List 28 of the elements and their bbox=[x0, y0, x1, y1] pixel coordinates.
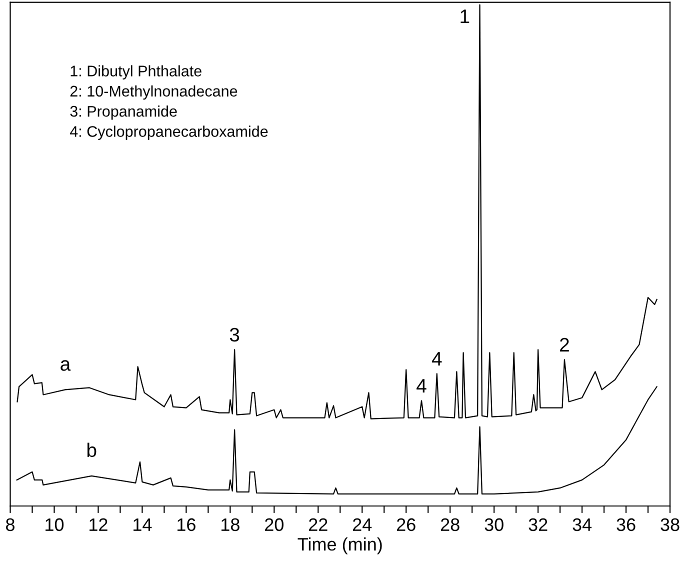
x-tick-label: 10 bbox=[46, 518, 64, 532]
annotation: 3: Propanamide bbox=[70, 106, 177, 120]
x-tick-label: 34 bbox=[572, 518, 592, 532]
annotation: 2 bbox=[560, 338, 569, 352]
x-tick-label: 16 bbox=[178, 518, 196, 532]
annotation: 4: Cyclopropanecarboxamide bbox=[70, 126, 268, 140]
annotation: 2: 10-Methylnonadecane bbox=[70, 85, 238, 100]
x-tick-label: 36 bbox=[616, 518, 636, 532]
x-tick-label: 24 bbox=[352, 518, 372, 531]
x-tick-label: 20 bbox=[265, 518, 284, 532]
x-tick-label: 30 bbox=[484, 518, 504, 532]
x-tick-label: 26 bbox=[396, 518, 416, 532]
annotation: 1: Dibutyl Phthalate bbox=[70, 65, 202, 80]
x-tick-label: 12 bbox=[90, 518, 108, 531]
x-tick-label: 8 bbox=[6, 518, 14, 532]
series-label: b bbox=[87, 442, 96, 458]
annotation: 3 bbox=[230, 328, 240, 342]
x-tick-label: 28 bbox=[440, 518, 460, 532]
x-axis-title: Time (min) bbox=[298, 537, 382, 554]
annotation: 4 bbox=[432, 352, 442, 366]
x-tick-label: 22 bbox=[309, 518, 328, 531]
x-tick-label: 32 bbox=[528, 518, 548, 532]
series-label: a bbox=[60, 360, 71, 371]
x-tick-label: 18 bbox=[222, 518, 240, 532]
x-tick-label: 38 bbox=[660, 518, 680, 532]
x-tick-label: 14 bbox=[134, 518, 152, 531]
annotation: 1 bbox=[460, 10, 470, 24]
annotation: 4 bbox=[416, 379, 426, 393]
